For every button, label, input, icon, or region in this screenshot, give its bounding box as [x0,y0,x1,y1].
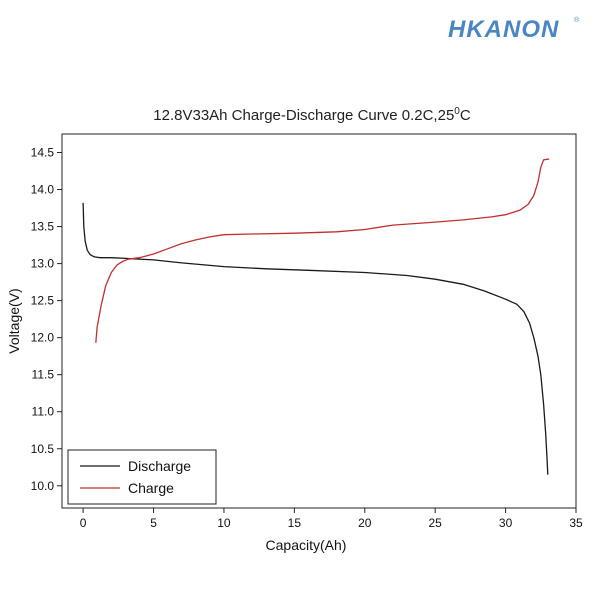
legend: Discharge Charge [67,449,217,505]
x-tick-label: 25 [428,516,442,530]
chart-title-superscript: 0 [454,106,460,117]
y-tick-label: 14.0 [31,183,55,197]
plot-area [61,133,577,509]
x-tick-label: 20 [358,516,372,530]
x-tick-label: 0 [80,516,87,530]
x-tick-label: 10 [217,516,231,530]
y-axis-ticks: 10.0 10.5 11.0 11.5 12.0 12.5 13.0 13.5 14.0 14.5 [31,146,62,493]
brand-logo-text: HKANON [448,16,559,43]
chart-title: 12.8V33Ah Charge-Discharge Curve 0.2C,25… [153,106,471,124]
brand-logo: HKANON ® [448,16,580,43]
y-tick-label: 11.5 [32,368,55,382]
legend-label-discharge: Discharge [128,458,191,474]
x-tick-label: 5 [150,516,157,530]
legend-label-charge: Charge [128,480,174,496]
chart-title-main: 12.8V33Ah Charge-Discharge Curve 0.2C,25 [153,107,454,124]
y-tick-label: 12.0 [31,331,55,345]
x-tick-label: 35 [569,516,583,530]
x-axis-ticks: 0 5 10 15 20 25 30 35 [80,508,583,530]
registered-mark: ® [574,16,580,24]
series-line-charge [95,158,550,343]
y-tick-label: 11.0 [32,405,55,419]
series-line-discharge [82,202,549,475]
series-lines [82,158,550,475]
y-tick-label: 10.5 [31,442,55,456]
x-tick-label: 15 [288,516,302,530]
y-axis-title: Voltage(V) [6,288,22,353]
x-tick-label: 30 [499,516,513,530]
legend-box [67,449,217,505]
y-tick-label: 13.5 [31,220,55,234]
chart-title-suffix: C [460,107,471,124]
y-tick-label: 10.0 [31,479,55,493]
y-tick-label: 12.5 [31,294,55,308]
y-tick-label: 13.0 [31,257,55,271]
x-axis-title: Capacity(Ah) [266,537,347,553]
y-tick-label: 14.5 [31,146,55,160]
